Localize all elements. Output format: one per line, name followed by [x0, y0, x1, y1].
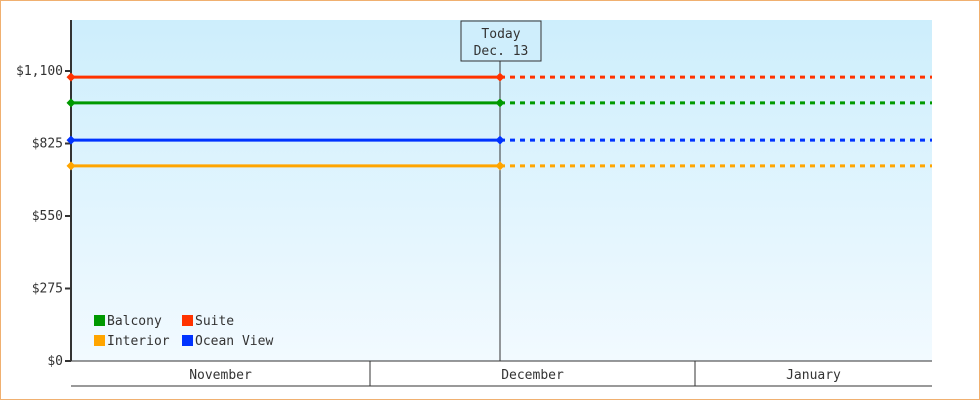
x-axis: November December January	[71, 360, 932, 387]
x-month-label: January	[786, 368, 841, 383]
x-month-label: November	[189, 368, 252, 383]
legend-label: Balcony	[107, 314, 162, 329]
y-tick-label: $275	[32, 282, 63, 297]
data-point	[66, 72, 76, 82]
legend-swatch	[94, 315, 105, 326]
today-label: Today	[481, 27, 520, 42]
legend-swatch	[182, 315, 193, 326]
series-ocean-view	[66, 135, 932, 145]
legend-item: Ocean View	[182, 334, 273, 349]
legend-label: Suite	[195, 314, 234, 329]
y-tick-label: $825	[32, 137, 63, 152]
series-lines	[66, 72, 932, 171]
today-marker: Today Dec. 13	[460, 20, 542, 361]
y-tick-label: $1,100	[16, 64, 63, 79]
legend-item: Interior	[94, 334, 170, 349]
series-interior	[66, 161, 932, 171]
series-suite	[66, 72, 932, 82]
data-point	[495, 135, 505, 145]
legend-item: Balcony	[94, 314, 162, 329]
data-point	[66, 98, 76, 108]
data-point	[495, 161, 505, 171]
legend-item: Suite	[182, 314, 234, 329]
legend-label: Interior	[107, 334, 170, 349]
legend: Balcony Suite Interior Ocean View	[94, 314, 273, 349]
legend-swatch	[94, 335, 105, 346]
plot-area	[71, 20, 932, 361]
series-balcony	[66, 98, 932, 108]
today-box	[460, 20, 542, 62]
data-point	[66, 161, 76, 171]
data-point	[66, 135, 76, 145]
today-date: Dec. 13	[474, 44, 529, 59]
y-tick-label: $0	[47, 354, 63, 369]
legend-swatch	[182, 335, 193, 346]
data-point	[495, 72, 505, 82]
y-axis: $0 $275 $550 $825 $1,100	[16, 20, 72, 369]
x-month-label: December	[501, 368, 564, 383]
y-tick-label: $550	[32, 209, 63, 224]
data-point	[495, 98, 505, 108]
legend-label: Ocean View	[195, 334, 273, 349]
